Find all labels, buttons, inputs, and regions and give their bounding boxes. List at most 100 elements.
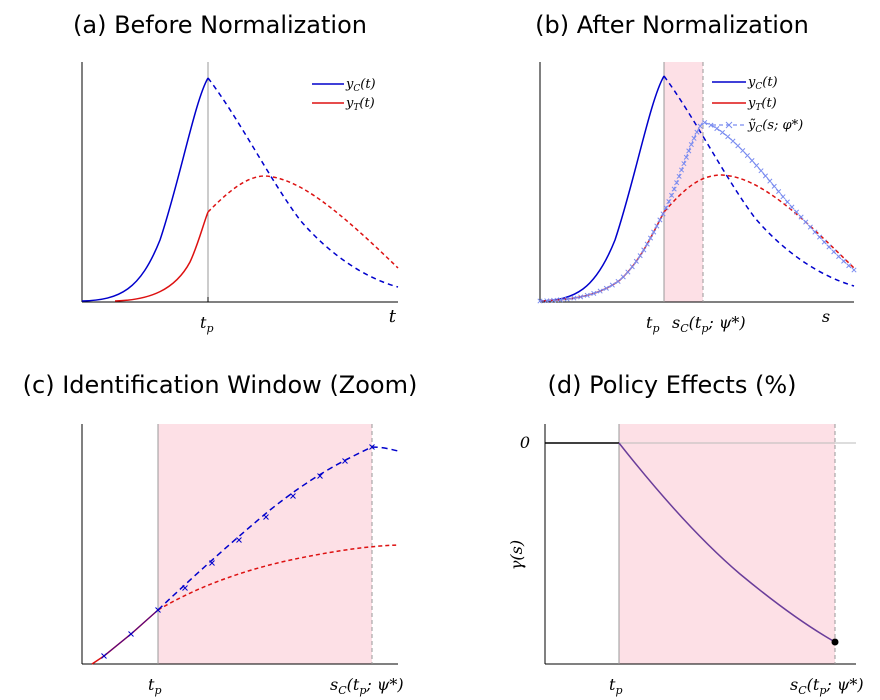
panel-d-xtick-tp: tp	[609, 675, 622, 697]
panel-b-marker	[578, 294, 584, 300]
panel-b-marker	[671, 186, 677, 192]
panel-b-marker	[674, 180, 680, 186]
panel-b-marker	[644, 241, 650, 247]
panel-b-marker	[660, 211, 666, 217]
panel-c-marker	[128, 631, 134, 637]
panel-b-marker	[637, 253, 643, 259]
panel-b-marker	[780, 194, 786, 200]
panel-b-marker	[557, 297, 563, 303]
panel-b-control-dashed	[663, 75, 855, 287]
panel-b-marker	[714, 126, 720, 132]
panel-d: (d) Policy Effects (%) 0 γ(s) tp sC(tp; …	[507, 371, 864, 697]
panel-b-marker	[831, 249, 837, 255]
panel-b-marker	[647, 235, 654, 241]
panel-d-ytick-zero: 0	[520, 433, 530, 452]
panel-c-marker	[369, 444, 375, 450]
panel-b-marker	[564, 296, 570, 302]
panel-a-treated-solid	[114, 211, 209, 302]
panel-c-marker	[317, 473, 323, 479]
panel-b-marker	[749, 157, 755, 164]
panel-b-marker	[641, 247, 647, 253]
panel-a-control-dashed	[207, 77, 399, 288]
panel-b-marker	[681, 161, 687, 167]
panel-c-marker	[182, 585, 188, 591]
panel-b-marker	[697, 123, 703, 129]
panel-c-window	[158, 424, 372, 664]
panel-c-xtick-s: sC(tp; ψ*)	[330, 675, 404, 697]
panel-b-marker	[551, 297, 557, 303]
panel-b-marker	[812, 229, 818, 235]
panel-b-marker	[663, 205, 669, 211]
panel-b-marker	[762, 173, 768, 179]
panel-b-legend: yC(t) yT(t) ỹC(s; φ*)	[712, 75, 803, 135]
panel-b-marker	[694, 129, 700, 135]
panel-b-marker	[686, 148, 692, 154]
panel-c-marker	[263, 514, 269, 520]
panel-b-marker	[836, 253, 842, 260]
panel-b-marker	[691, 135, 697, 141]
panel-b-marker	[651, 229, 657, 235]
panel-b-marker	[708, 122, 714, 128]
panel-b-marker	[629, 264, 635, 270]
panel-d-window	[619, 424, 835, 664]
panel-b-legend-normalized: ỹC(s; φ*)	[747, 118, 803, 135]
panel-b-marker	[603, 285, 609, 291]
panel-a-legend-treated: yT(t)	[345, 96, 375, 113]
panel-c-marker	[236, 537, 242, 543]
panel-b-marker	[625, 269, 631, 275]
panel-a-xtick-tp: tp	[200, 313, 213, 335]
panel-d-ylabel: γ(s)	[507, 540, 526, 570]
panel-b-normalized-markers	[537, 119, 857, 304]
panel-b-marker	[688, 142, 694, 148]
panel-c-title: (c) Identification Window (Zoom)	[23, 371, 418, 399]
panel-b-marker	[584, 292, 590, 298]
panel-b-control-solid	[539, 75, 665, 302]
panel-b-marker	[669, 192, 675, 198]
panel-b-marker	[735, 143, 741, 149]
panel-b-marker	[676, 173, 682, 179]
panel-b-marker	[803, 219, 809, 225]
panel-b-marker	[776, 188, 782, 195]
panel-b-marker	[798, 214, 804, 220]
panel-b-treated-dashed	[663, 174, 855, 269]
panel-b-marker	[620, 274, 626, 280]
panel-b-marker	[730, 138, 736, 144]
panel-d-xtick-s: sC(tp; ψ*)	[790, 675, 864, 697]
panel-b-marker	[851, 267, 857, 273]
panel-b-marker	[609, 282, 615, 288]
panel-b-marker	[654, 223, 660, 229]
panel-b-marker	[841, 258, 847, 264]
panel-a-xlabel: t	[389, 306, 397, 327]
panel-b-marker	[591, 290, 597, 296]
panel-b-xtick-tp: tp	[646, 313, 659, 335]
panel-b-marker	[793, 209, 800, 215]
panel-c-treated-dashed	[157, 544, 399, 611]
panel-b-legend-treated: yT(t)	[747, 96, 777, 113]
panel-b-marker	[702, 119, 708, 126]
panel-b-marker	[725, 134, 731, 140]
panel-b-marker	[678, 167, 685, 173]
panel-b-marker	[597, 288, 603, 294]
panel-b-marker	[571, 295, 577, 301]
panel-b-marker	[784, 199, 790, 205]
panel-b-marker	[666, 199, 672, 205]
panel-b-marker	[771, 183, 777, 189]
panel-b-xtick-s: sC(tp; ψ*)	[672, 313, 746, 335]
panel-b-marker	[846, 263, 852, 269]
panel-b-marker	[683, 154, 689, 160]
panel-a-legend-control: yC(t)	[345, 77, 376, 94]
panel-b-marker	[826, 244, 832, 250]
panel-d-effect-curve	[618, 442, 836, 643]
panel-b-legend-normalized-marker	[725, 121, 733, 129]
panel-a-title: (a) Before Normalization	[73, 11, 367, 39]
panel-b-marker	[615, 278, 621, 284]
panel-b-marker	[753, 163, 760, 169]
panel-b-marker	[544, 298, 550, 304]
panel-c-treated-solid	[91, 609, 159, 665]
panel-b-xlabel: s	[822, 307, 830, 326]
panel-a-treated-dashed	[207, 175, 399, 269]
panel-b-marker	[807, 224, 813, 230]
panel-b-marker	[821, 239, 827, 245]
panel-b-marker	[633, 258, 639, 264]
panel-d-effect-end-dot	[831, 638, 839, 646]
